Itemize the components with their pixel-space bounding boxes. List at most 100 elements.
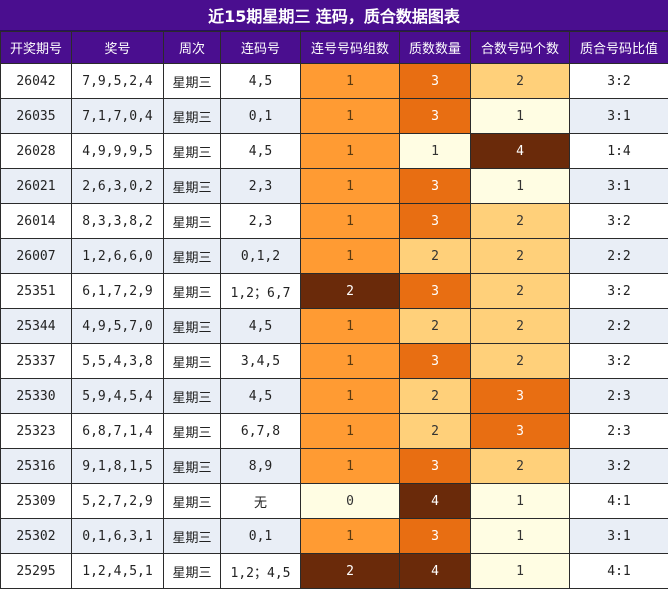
period-cell: 25302 [1, 519, 72, 554]
composites-cell: 3 [471, 414, 570, 449]
lian-cell: 0,1 [221, 99, 301, 134]
header-period: 开奖期号 [1, 32, 72, 64]
ratio-cell: 4:1 [570, 554, 668, 589]
numbers-cell: 4,9,5,7,0 [72, 309, 164, 344]
primes-cell: 3 [400, 99, 471, 134]
lian-cell: 4,5 [221, 134, 301, 169]
weekday-cell: 星期三 [164, 484, 221, 519]
numbers-cell: 8,3,3,8,2 [72, 204, 164, 239]
weekday-cell: 星期三 [164, 554, 221, 589]
header-weekday: 周次 [164, 32, 221, 64]
groups-cell: 1 [301, 204, 400, 239]
composites-cell: 4 [471, 134, 570, 169]
numbers-cell: 6,1,7,2,9 [72, 274, 164, 309]
primes-cell: 3 [400, 204, 471, 239]
numbers-cell: 1,2,4,5,1 [72, 554, 164, 589]
groups-cell: 1 [301, 99, 400, 134]
period-cell: 25295 [1, 554, 72, 589]
composites-cell: 1 [471, 554, 570, 589]
numbers-cell: 5,9,4,5,4 [72, 379, 164, 414]
weekday-cell: 星期三 [164, 344, 221, 379]
lian-cell: 4,5 [221, 309, 301, 344]
primes-cell: 3 [400, 169, 471, 204]
composites-cell: 3 [471, 379, 570, 414]
primes-cell: 3 [400, 344, 471, 379]
header-ratio: 质合号码比值 [570, 32, 668, 64]
groups-cell: 1 [301, 309, 400, 344]
numbers-cell: 0,1,6,3,1 [72, 519, 164, 554]
composites-cell: 2 [471, 449, 570, 484]
composites-cell: 1 [471, 99, 570, 134]
table-header-row: 开奖期号 奖号 周次 连码号 连号号码组数 质数数量 合数号码个数 质合号码比值 [1, 32, 668, 64]
ratio-cell: 3:2 [570, 344, 668, 379]
period-cell: 25309 [1, 484, 72, 519]
lian-cell: 1,2；4,5 [221, 554, 301, 589]
period-cell: 25337 [1, 344, 72, 379]
period-cell: 25330 [1, 379, 72, 414]
groups-cell: 2 [301, 274, 400, 309]
numbers-cell: 9,1,8,1,5 [72, 449, 164, 484]
weekday-cell: 星期三 [164, 134, 221, 169]
header-primes: 质数数量 [400, 32, 471, 64]
ratio-cell: 1:4 [570, 134, 668, 169]
data-table: 开奖期号 奖号 周次 连码号 连号号码组数 质数数量 合数号码个数 质合号码比值… [0, 31, 668, 589]
primes-cell: 2 [400, 379, 471, 414]
ratio-cell: 2:2 [570, 309, 668, 344]
weekday-cell: 星期三 [164, 519, 221, 554]
numbers-cell: 5,2,7,2,9 [72, 484, 164, 519]
lian-cell: 8,9 [221, 449, 301, 484]
lian-cell: 2,3 [221, 204, 301, 239]
ratio-cell: 3:2 [570, 204, 668, 239]
weekday-cell: 星期三 [164, 449, 221, 484]
groups-cell: 1 [301, 519, 400, 554]
weekday-cell: 星期三 [164, 99, 221, 134]
lian-cell: 4,5 [221, 64, 301, 99]
weekday-cell: 星期三 [164, 169, 221, 204]
composites-cell: 2 [471, 64, 570, 99]
groups-cell: 0 [301, 484, 400, 519]
header-composites: 合数号码个数 [471, 32, 570, 64]
ratio-cell: 3:1 [570, 519, 668, 554]
period-cell: 26021 [1, 169, 72, 204]
groups-cell: 2 [301, 554, 400, 589]
ratio-cell: 3:2 [570, 64, 668, 99]
composites-cell: 1 [471, 169, 570, 204]
primes-cell: 2 [400, 239, 471, 274]
numbers-cell: 5,5,4,3,8 [72, 344, 164, 379]
period-cell: 26035 [1, 99, 72, 134]
lian-cell: 2,3 [221, 169, 301, 204]
groups-cell: 1 [301, 449, 400, 484]
weekday-cell: 星期三 [164, 379, 221, 414]
ratio-cell: 4:1 [570, 484, 668, 519]
ratio-cell: 3:2 [570, 449, 668, 484]
groups-cell: 1 [301, 64, 400, 99]
primes-cell: 3 [400, 64, 471, 99]
groups-cell: 1 [301, 239, 400, 274]
weekday-cell: 星期三 [164, 239, 221, 274]
header-groups: 连号号码组数 [301, 32, 400, 64]
weekday-cell: 星期三 [164, 64, 221, 99]
period-cell: 26028 [1, 134, 72, 169]
header-numbers: 奖号 [72, 32, 164, 64]
chart-title: 近15期星期三 连码，质合数据图表 [0, 0, 668, 31]
lian-cell: 3,4,5 [221, 344, 301, 379]
composites-cell: 2 [471, 239, 570, 274]
period-cell: 26007 [1, 239, 72, 274]
ratio-cell: 2:3 [570, 379, 668, 414]
primes-cell: 3 [400, 449, 471, 484]
weekday-cell: 星期三 [164, 414, 221, 449]
primes-cell: 4 [400, 484, 471, 519]
primes-cell: 2 [400, 309, 471, 344]
